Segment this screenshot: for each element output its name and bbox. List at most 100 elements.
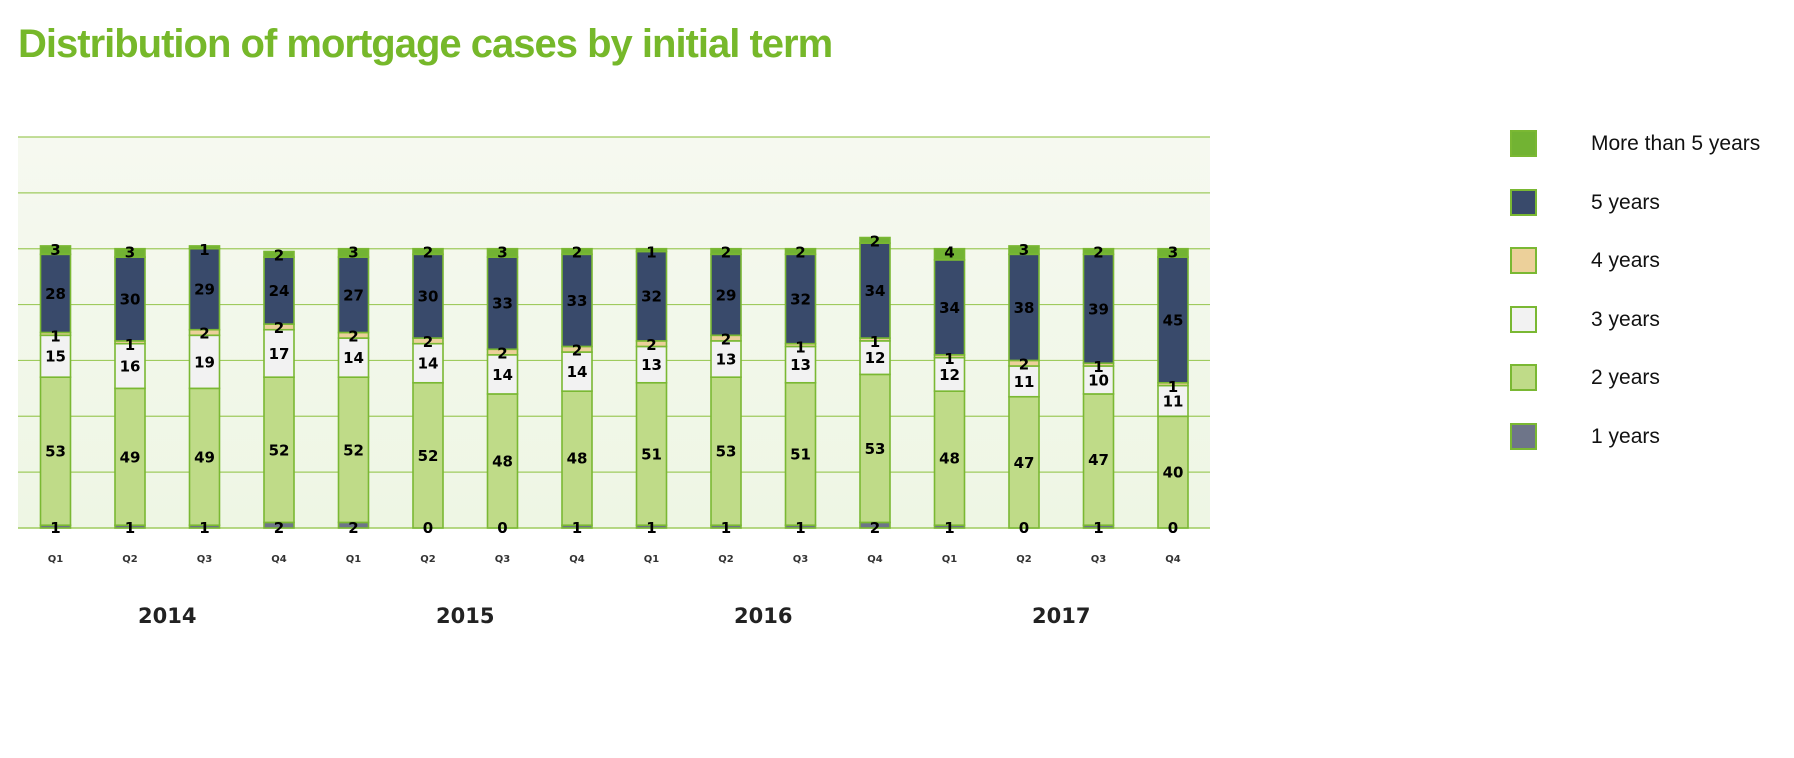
- bar-segment-5-years: [933, 259, 966, 356]
- segment-value-label: 2: [423, 244, 433, 262]
- quarter-tick-label: Q3: [197, 554, 213, 565]
- segment-value-label: 2: [1093, 244, 1103, 262]
- quarter-tick-label: Q4: [1165, 554, 1181, 565]
- segment-value-label: 48: [567, 450, 588, 468]
- segment-value-label: 1: [1093, 519, 1103, 537]
- segment-value-label: 16: [120, 358, 141, 376]
- segment-value-label: 14: [343, 349, 364, 367]
- segment-value-label: 1: [1093, 358, 1103, 376]
- bar-segment-5-years: [1008, 253, 1040, 362]
- segment-value-label: 2: [572, 244, 582, 262]
- segment-value-label: 1: [1168, 378, 1178, 396]
- segment-value-label: 19: [194, 353, 215, 371]
- segment-value-label: 2: [423, 333, 433, 351]
- segment-value-label: 2: [348, 328, 358, 346]
- segment-value-label: 2: [274, 519, 284, 537]
- segment-value-label: 12: [939, 366, 960, 384]
- bar-segment-2-years: [337, 376, 370, 524]
- segment-value-label: 52: [418, 447, 439, 465]
- segment-value-label: 47: [1088, 451, 1109, 469]
- segment-value-label: 34: [865, 282, 886, 300]
- segment-value-label: 45: [1163, 311, 1184, 329]
- legend-item: 1 years: [1510, 422, 1760, 482]
- bar-segment-3-years: [114, 342, 146, 390]
- bar-segment-5-years: [486, 256, 519, 351]
- segment-value-label: 2: [870, 233, 880, 251]
- segment-value-label: 2: [274, 319, 284, 337]
- segment-value-label: 14: [418, 355, 439, 373]
- bar-segment-2-years: [1082, 393, 1115, 527]
- quarter-tick-label: Q4: [271, 554, 287, 565]
- bar-segment-3-years: [784, 345, 817, 384]
- legend-swatch: [1510, 364, 1537, 392]
- bars: [39, 236, 1189, 529]
- quarter-tick-label: Q4: [569, 554, 585, 565]
- legend-label: More than 5 years: [1591, 132, 1761, 155]
- chart-title: Distribution of mortgage cases by initia…: [18, 22, 833, 66]
- bar-segment-5-years: [635, 250, 668, 342]
- bar-segment-2-years: [1157, 415, 1189, 529]
- legend-item: More than 5 years: [1510, 130, 1760, 189]
- year-label: 2016: [734, 604, 792, 628]
- bar-segment-more-than-5-years: [933, 247, 966, 261]
- segment-value-label: 1: [721, 519, 731, 537]
- bar-segment-2-years: [263, 376, 295, 524]
- segment-value-label: 1: [646, 519, 656, 537]
- bar-segment-2-years: [188, 387, 221, 527]
- segment-value-label: 49: [120, 448, 141, 466]
- segment-value-label: 13: [790, 356, 811, 374]
- segment-value-label: 2: [497, 344, 507, 362]
- bar-segment-2-years: [486, 393, 519, 529]
- legend: More than 5 years 5 years 4 years 3 years 2 …: [1510, 130, 1760, 482]
- segment-value-label: 28: [45, 285, 66, 303]
- quarter-tick-label: Q1: [644, 554, 660, 565]
- segment-value-label: 0: [1168, 519, 1178, 537]
- segment-value-label: 1: [125, 519, 135, 537]
- segment-value-label: 2: [870, 519, 880, 537]
- segment-value-label: 52: [343, 441, 364, 459]
- segment-value-label: 53: [865, 440, 886, 458]
- segment-value-label: 3: [1168, 244, 1178, 262]
- legend-item: 4 years: [1510, 247, 1760, 306]
- legend-label: 2 years: [1591, 366, 1660, 390]
- year-label: 2017: [1032, 604, 1090, 628]
- segment-value-label: 2: [795, 244, 805, 262]
- segment-value-label: 2: [199, 325, 209, 343]
- segment-value-label: 1: [795, 339, 805, 357]
- segment-value-label: 52: [269, 441, 290, 459]
- quarter-tick-label: Q1: [942, 554, 958, 565]
- quarter-tick-label: Q3: [793, 554, 809, 565]
- segment-value-label: 0: [1019, 519, 1029, 537]
- segment-value-label: 1: [50, 519, 60, 537]
- segment-value-label: 3: [1019, 241, 1029, 259]
- legend-label: 1 years: [1591, 424, 1660, 448]
- segment-value-label: 30: [120, 290, 141, 308]
- segment-value-label: 39: [1088, 300, 1109, 318]
- segment-value-label: 13: [641, 356, 662, 374]
- bar-segment-5-years: [337, 256, 370, 334]
- segment-value-label: 0: [423, 519, 433, 537]
- quarter-tick-label: Q1: [346, 554, 362, 565]
- bar-segment-2-years: [39, 376, 72, 527]
- segment-value-label: 30: [418, 288, 439, 306]
- segment-value-label: 1: [795, 519, 805, 537]
- bar-segment-3-years: [561, 351, 593, 392]
- bar-segment-2-years: [1008, 395, 1040, 529]
- segment-value-label: 0: [497, 519, 507, 537]
- bar-segment-more-than-5-years: [635, 247, 668, 253]
- legend-item: 2 years: [1510, 364, 1760, 423]
- bar-segment-more-than-5-years: [263, 250, 295, 258]
- bar-segment-2-years: [933, 390, 966, 527]
- segment-value-label: 33: [492, 295, 513, 313]
- segment-value-label: 1: [572, 519, 582, 537]
- segment-value-label: 40: [1163, 464, 1184, 482]
- bar-segment-more-than-5-years: [1082, 247, 1115, 256]
- segment-value-label: 17: [269, 345, 290, 363]
- bar-segment-5-years: [263, 256, 295, 325]
- bar-segment-3-years: [1157, 384, 1189, 418]
- segment-value-label: 1: [125, 336, 135, 354]
- segment-value-label: 14: [492, 366, 513, 384]
- segment-value-label: 47: [1014, 454, 1035, 472]
- segment-value-label: 15: [45, 348, 66, 366]
